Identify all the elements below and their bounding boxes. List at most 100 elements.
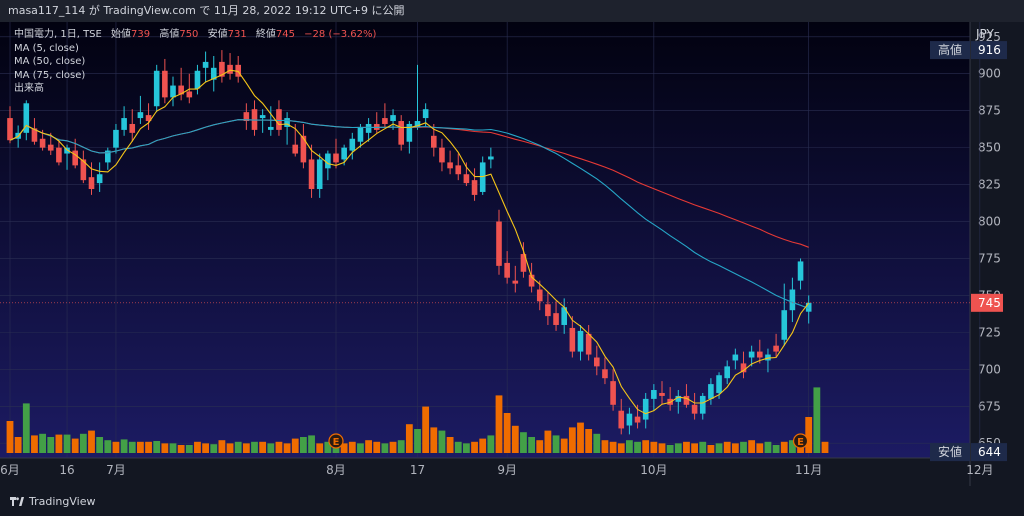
chart-frame[interactable]: 650675700725750775800825850875900925JPY6… bbox=[0, 22, 1024, 486]
candle-body bbox=[210, 67, 217, 80]
volume-bar bbox=[194, 441, 201, 453]
legend-ma75[interactable]: MA (75, close) bbox=[14, 69, 86, 81]
volume-bar bbox=[731, 443, 739, 453]
volume-bar bbox=[137, 441, 144, 453]
candle-body bbox=[153, 70, 160, 107]
candle-body bbox=[129, 123, 136, 133]
candle-body bbox=[251, 109, 258, 130]
volume-bar bbox=[210, 444, 218, 453]
x-tick-label: 9月 bbox=[497, 463, 517, 477]
candle-body bbox=[504, 262, 510, 278]
y-tick-label: 725 bbox=[978, 325, 1001, 339]
candle-body bbox=[634, 416, 641, 423]
legend-close-label: 終値 bbox=[255, 29, 276, 40]
volume-bar bbox=[169, 443, 177, 453]
volume-bar bbox=[609, 441, 617, 453]
volume-bar bbox=[112, 441, 120, 453]
candle-body bbox=[594, 357, 600, 367]
y-tick-label: 825 bbox=[978, 178, 1001, 192]
volume-bar bbox=[740, 441, 747, 453]
candle-body bbox=[691, 404, 698, 414]
volume-bar bbox=[503, 413, 511, 453]
legend-symbol[interactable]: 中国電力, 1日, TSE bbox=[14, 29, 102, 40]
volume-bar bbox=[707, 445, 715, 453]
candle-body bbox=[47, 144, 54, 151]
chart-legend: 中国電力, 1日, TSE 始値739 高値750 安値731 終値745 −2… bbox=[14, 28, 382, 96]
x-tick-label: 7月 bbox=[106, 463, 126, 477]
volume-bar bbox=[511, 425, 519, 453]
x-tick-label: 12月 bbox=[966, 463, 993, 477]
candle-body bbox=[740, 363, 747, 373]
y-tick-label: 775 bbox=[978, 251, 1001, 265]
volume-bar bbox=[479, 438, 487, 453]
candle-body bbox=[219, 61, 225, 77]
candle-body bbox=[585, 333, 592, 355]
candle-body bbox=[545, 304, 551, 317]
legend-open-label: 始値 bbox=[111, 29, 132, 40]
volume-bar bbox=[414, 429, 421, 453]
legend-ma50[interactable]: MA (50, close) bbox=[14, 56, 86, 67]
candle-body bbox=[365, 123, 372, 133]
candle-body bbox=[431, 135, 437, 148]
volume-bar bbox=[674, 443, 682, 453]
candle-body bbox=[536, 289, 543, 302]
volume-bar bbox=[96, 437, 104, 453]
candle-body bbox=[765, 354, 771, 361]
volume-bar bbox=[202, 443, 209, 453]
legend-open-value: 739 bbox=[131, 29, 151, 40]
time-axis-background bbox=[0, 458, 970, 486]
volume-bar bbox=[389, 441, 397, 453]
candle-body bbox=[789, 289, 796, 311]
candle-body bbox=[626, 413, 633, 426]
candle-body bbox=[724, 366, 730, 379]
volume-bar bbox=[471, 441, 478, 453]
legend-high-label: 高値 bbox=[159, 29, 180, 40]
volume-bar bbox=[365, 440, 372, 453]
candle-body bbox=[268, 126, 274, 130]
volume-bar bbox=[348, 441, 356, 453]
legend-low-value: 731 bbox=[227, 29, 247, 40]
volume-bar bbox=[617, 443, 625, 453]
candle-body bbox=[300, 135, 307, 163]
volume-bar bbox=[699, 441, 707, 453]
price-marker-label: 高値 bbox=[938, 42, 962, 57]
candle-body bbox=[145, 115, 152, 122]
candle-body bbox=[748, 351, 755, 358]
volume-bar bbox=[259, 441, 267, 453]
volume-bar bbox=[813, 387, 821, 453]
volume-bar bbox=[242, 443, 250, 453]
volume-bar bbox=[650, 441, 658, 453]
price-marker-label-bg bbox=[930, 443, 970, 462]
legend-ohlc-row: 中国電力, 1日, TSE 始値739 高値750 安値731 終値745 −2… bbox=[14, 28, 382, 42]
price-marker-label-bg bbox=[930, 41, 970, 60]
x-tick-label: 6月 bbox=[0, 463, 20, 477]
candle-body bbox=[422, 109, 429, 119]
candle-body bbox=[390, 115, 396, 122]
candle-body bbox=[194, 70, 201, 89]
volume-bar bbox=[683, 441, 690, 453]
volume-bar bbox=[308, 435, 315, 453]
volume-bar bbox=[495, 395, 503, 453]
volume-bar bbox=[22, 403, 30, 453]
volume-bar bbox=[120, 439, 128, 453]
volume-bar bbox=[805, 417, 813, 453]
candle-body bbox=[308, 159, 315, 190]
price-marker-value: 644 bbox=[978, 445, 1001, 459]
volume-bar bbox=[422, 406, 430, 453]
legend-ma5[interactable]: MA (5, close) bbox=[14, 42, 79, 54]
candle-body bbox=[227, 64, 233, 74]
legend-volume[interactable]: 出来高 bbox=[14, 83, 44, 94]
ma5-line bbox=[9, 69, 810, 415]
price-chart[interactable]: 650675700725750775800825850875900925JPY6… bbox=[0, 22, 1024, 486]
candle-body bbox=[488, 156, 494, 160]
candle-body bbox=[797, 261, 804, 281]
candle-body bbox=[414, 121, 421, 127]
volume-bar bbox=[218, 440, 226, 453]
candle-body bbox=[382, 118, 388, 124]
volume-bar bbox=[487, 435, 495, 453]
volume-bar bbox=[438, 430, 446, 453]
volume-bar bbox=[267, 443, 275, 453]
x-tick-label: 16 bbox=[59, 463, 74, 477]
tradingview-logo[interactable]: TradingView bbox=[10, 495, 95, 508]
candle-body bbox=[202, 61, 209, 68]
